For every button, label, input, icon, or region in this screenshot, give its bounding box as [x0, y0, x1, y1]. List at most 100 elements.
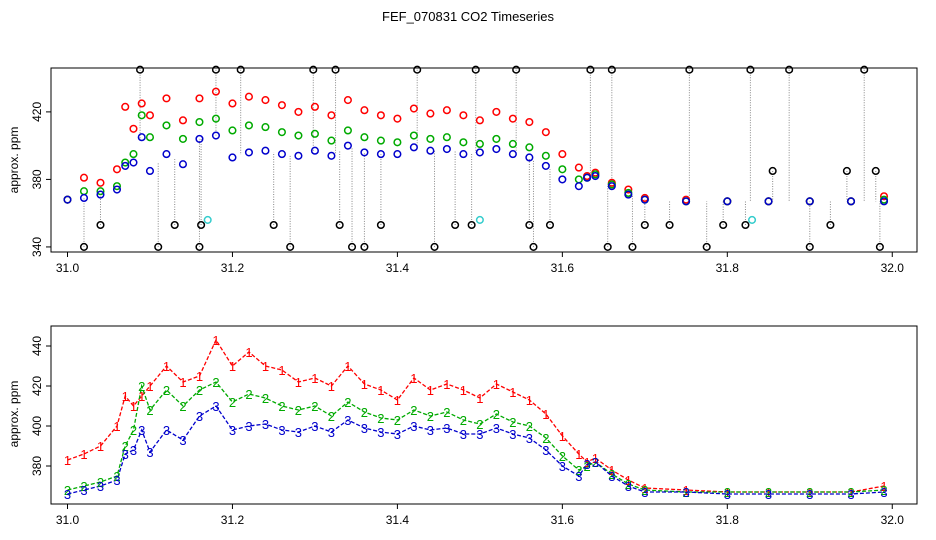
panel-top-point-black [842, 166, 851, 176]
panel-bottom-point-2: 2 [724, 485, 731, 500]
panel-top-point-black [628, 242, 637, 251]
panel-bottom-point-3: 3 [526, 431, 533, 446]
panel-top-point-green [376, 136, 385, 145]
panel-top-xtick-label: 31.6 [551, 261, 575, 275]
panel-bottom: approx. ppm 31.0 31.2 31.4 31.6 31.8 32.0 380 4… [7, 325, 918, 527]
panel-top-ylabel: approx. ppm [7, 127, 21, 194]
panel-bottom-point-3: 3 [410, 419, 417, 434]
panel-top-point-green [475, 139, 484, 149]
panel-top-point-red [195, 94, 204, 103]
panel-top-point-black [79, 242, 89, 251]
panel-top-point-blue [178, 160, 188, 169]
panel-bottom-point-2: 2 [641, 483, 648, 498]
panel-bottom-point-1: 1 [295, 375, 302, 390]
panel-top-point-blue [409, 143, 418, 152]
panel-top-point-black [805, 242, 814, 251]
panel-bottom-point-2: 2 [97, 475, 104, 490]
panel-bottom-xtick-label: 31.0 [56, 513, 80, 527]
panel-top-point-red [558, 150, 567, 159]
panel-bottom-frame [50, 325, 918, 505]
panel-top-point-black [512, 65, 521, 74]
panel-bottom-point-2: 2 [476, 417, 483, 432]
panel-bottom-point-1: 1 [328, 379, 335, 394]
panel-top-xtick-label: 31.8 [716, 261, 740, 275]
panel-top-point-black [154, 242, 163, 251]
panel-top-point-red [393, 114, 402, 123]
panel-top-point-blue [327, 151, 336, 160]
panel-top-point-green [162, 121, 171, 130]
panel-bottom-point-2: 2 [212, 375, 219, 390]
panel-top-point-black [702, 242, 711, 251]
panel-bottom-point-2: 2 [765, 485, 772, 500]
panel-top-point-blue [591, 171, 600, 181]
panel-top-xtick-label: 31.4 [386, 261, 410, 275]
panel-bottom-point-3: 3 [765, 487, 772, 502]
panel-top-point-blue [583, 173, 592, 182]
panel-top-point-green [310, 129, 319, 138]
panel-bottom-point-1: 1 [765, 485, 772, 500]
panel-bottom-point-3: 3 [806, 487, 813, 502]
panel-bottom-point-1: 1 [806, 485, 813, 500]
panel-bottom-point-1: 1 [559, 429, 566, 444]
panel-bottom-point-2: 2 [295, 403, 302, 418]
panel-bottom-point-1: 1 [682, 483, 689, 498]
panel-top-point-blue [277, 150, 286, 159]
panel-top-point-green [409, 131, 418, 140]
panel-top-point-black [640, 220, 649, 230]
panel-top-point-green [541, 151, 550, 160]
panel-top-point-green [277, 128, 286, 137]
panel-top-point-green [244, 121, 253, 130]
panel-top-point-green [211, 114, 221, 123]
panel-top-point-red [508, 114, 517, 123]
panel-bottom-line-3 [67, 405, 885, 495]
panel-top-point-blue [360, 148, 369, 157]
panel-bottom-xtick-label: 32.0 [881, 513, 905, 527]
panel-top-point-black [529, 242, 538, 251]
panel-bottom-point-1: 1 [575, 447, 582, 462]
panel-bottom-point-2: 2 [394, 413, 401, 428]
panel-top-point-cyan [203, 215, 212, 224]
panel-top-point-green [442, 133, 451, 142]
panel-top-point-blue [541, 161, 550, 170]
panel-top-point-green [137, 111, 146, 120]
panel-bottom-point-1: 1 [625, 473, 632, 488]
panel-top-point-red [409, 104, 418, 113]
panel-bottom-point-2: 2 [493, 407, 500, 422]
panel-bottom-point-1: 1 [311, 371, 318, 386]
panel-top-point-blue [624, 190, 633, 199]
panel-top-point-black [96, 220, 105, 230]
panel-bottom-point-3: 3 [122, 447, 129, 462]
panel-bottom-lines [67, 338, 885, 495]
panel-bottom-point-3: 3 [641, 485, 648, 500]
panel-bottom-point-1: 1 [80, 447, 87, 462]
panel-bottom-point-3: 3 [847, 487, 854, 502]
panel-bottom-point-1: 1 [509, 385, 516, 400]
panel-top-point-black [826, 220, 835, 230]
panel-bottom-line-2 [67, 381, 885, 493]
panel-top-point-blue [129, 158, 138, 167]
panel-top-point-black [236, 65, 245, 74]
panel-bottom-point-3: 3 [328, 425, 335, 440]
panel-bottom-point-3: 3 [724, 487, 731, 502]
panel-bottom-point-1: 1 [641, 481, 648, 496]
panel-top-droplines [83, 69, 881, 247]
panel-bottom-point-2: 2 [509, 415, 516, 430]
panel-bottom-ytick-label: 420 [30, 376, 44, 396]
panel-top-point-blue [112, 185, 122, 194]
panel-top-point-black [347, 242, 357, 251]
panel-top-point-black [685, 65, 694, 74]
panel-top-point-black [211, 65, 221, 74]
panel-top-point-black [136, 65, 145, 74]
panel-top-point-blue [376, 150, 385, 159]
panel-top-point-green [195, 117, 204, 127]
panel-top-point-black [170, 220, 179, 230]
panel-top-point-black [197, 220, 206, 230]
panel-bottom-point-3: 3 [361, 421, 368, 436]
panel-bottom-point-2: 2 [80, 479, 87, 494]
panel-top-point-black [309, 65, 318, 74]
panel-top-point-black [286, 242, 295, 251]
panel-bottom-ytick-label: 380 [30, 456, 44, 476]
panel-bottom-xtick-label: 31.2 [221, 513, 245, 527]
panel-bottom-point-3: 3 [682, 485, 689, 500]
panel-bottom-point-3: 3 [880, 485, 887, 500]
